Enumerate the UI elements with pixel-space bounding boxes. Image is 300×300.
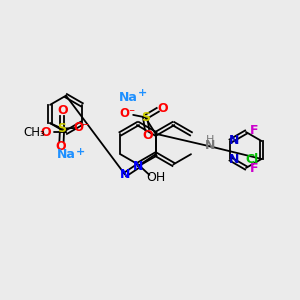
Text: Cl: Cl (245, 153, 259, 166)
Text: O⁻: O⁻ (119, 107, 135, 121)
Text: Na: Na (119, 91, 138, 104)
Text: Na: Na (57, 148, 76, 160)
Text: H: H (206, 135, 214, 146)
Text: CH₃: CH₃ (24, 126, 45, 139)
Text: +: + (76, 147, 85, 157)
Text: N: N (205, 139, 215, 152)
Text: N: N (229, 134, 239, 147)
Text: O⁻: O⁻ (73, 121, 89, 134)
Text: F: F (250, 124, 259, 137)
Text: O: O (40, 126, 51, 139)
Text: N: N (229, 153, 239, 166)
Text: N: N (120, 168, 130, 181)
Text: O: O (57, 104, 68, 117)
Text: S: S (141, 111, 150, 124)
Text: F: F (250, 162, 259, 175)
Text: O: O (158, 102, 169, 115)
Text: OH: OH (146, 171, 166, 184)
Text: O: O (56, 140, 66, 153)
Text: O: O (142, 129, 153, 142)
Text: S: S (58, 122, 67, 135)
Text: N: N (133, 160, 143, 173)
Text: +: + (137, 88, 147, 98)
